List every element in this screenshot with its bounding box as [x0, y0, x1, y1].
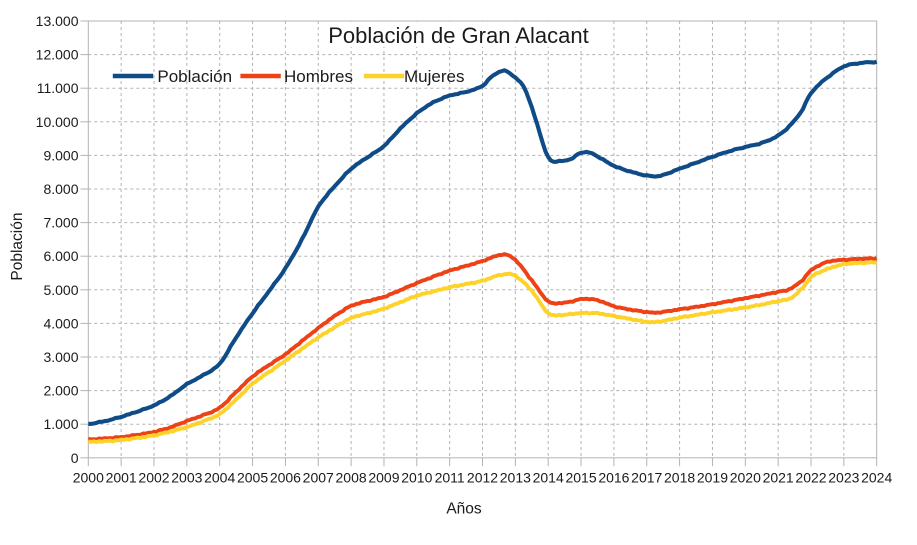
svg-text:2018: 2018: [664, 470, 695, 486]
svg-text:2015: 2015: [565, 470, 596, 486]
svg-text:3.000: 3.000: [43, 349, 78, 365]
svg-text:2010: 2010: [401, 470, 432, 486]
svg-text:2011: 2011: [435, 470, 465, 486]
svg-text:2024: 2024: [861, 470, 892, 486]
svg-text:Población: Población: [157, 67, 232, 86]
svg-text:13.000: 13.000: [36, 13, 79, 29]
svg-text:2014: 2014: [533, 470, 564, 486]
svg-text:12.000: 12.000: [36, 47, 79, 63]
svg-text:2023: 2023: [828, 470, 859, 486]
svg-text:2007: 2007: [303, 470, 334, 486]
svg-text:2006: 2006: [270, 470, 301, 486]
svg-text:2013: 2013: [500, 470, 531, 486]
svg-text:2008: 2008: [336, 470, 367, 486]
svg-text:2019: 2019: [697, 470, 728, 486]
svg-text:7.000: 7.000: [43, 215, 78, 231]
svg-text:2009: 2009: [368, 470, 399, 486]
svg-text:Años: Años: [446, 501, 482, 518]
svg-text:Población: Población: [9, 213, 26, 281]
svg-text:1.000: 1.000: [43, 416, 78, 432]
svg-text:2022: 2022: [795, 470, 826, 486]
svg-text:0: 0: [71, 450, 79, 466]
svg-text:2020: 2020: [730, 470, 761, 486]
svg-text:2012: 2012: [467, 470, 498, 486]
svg-text:2004: 2004: [204, 470, 235, 486]
svg-text:Hombres: Hombres: [284, 67, 353, 86]
svg-text:4.000: 4.000: [43, 315, 78, 331]
svg-text:10.000: 10.000: [36, 114, 79, 130]
svg-text:9.000: 9.000: [43, 147, 78, 163]
svg-text:2000: 2000: [73, 470, 104, 486]
svg-text:11.000: 11.000: [37, 80, 79, 96]
svg-text:8.000: 8.000: [43, 181, 78, 197]
svg-text:2002: 2002: [138, 470, 169, 486]
svg-text:2016: 2016: [598, 470, 629, 486]
svg-text:2.000: 2.000: [43, 383, 78, 399]
svg-text:2005: 2005: [237, 470, 268, 486]
svg-text:2003: 2003: [171, 470, 202, 486]
svg-text:6.000: 6.000: [43, 248, 78, 264]
svg-text:2017: 2017: [631, 470, 662, 486]
svg-text:Mujeres: Mujeres: [404, 67, 464, 86]
svg-text:5.000: 5.000: [43, 282, 78, 298]
svg-text:2001: 2001: [106, 470, 137, 486]
svg-text:2021: 2021: [763, 470, 794, 486]
svg-text:Población de Gran Alacant: Población de Gran Alacant: [328, 23, 589, 48]
